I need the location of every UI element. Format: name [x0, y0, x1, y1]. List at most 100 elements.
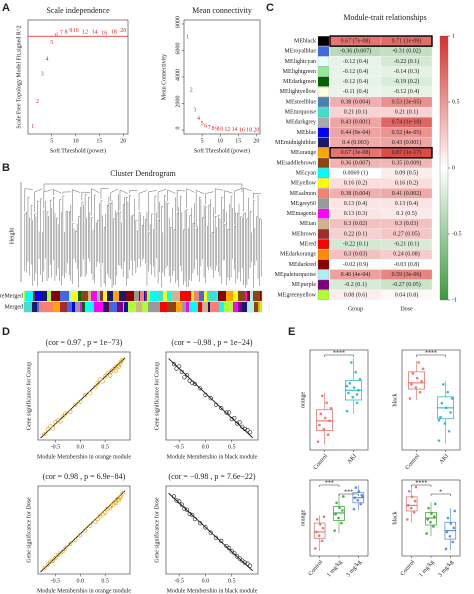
- cell-label: -0.12 (0.4): [394, 88, 420, 95]
- point: [413, 499, 417, 503]
- point: [316, 440, 320, 443]
- point: [187, 378, 192, 383]
- cell-label: -0.02 (0.9): [343, 261, 369, 268]
- color-track-segment: [150, 291, 157, 301]
- module-swatch: [317, 178, 330, 189]
- color-track-segment: [80, 302, 82, 312]
- x-tick-label: Control: [313, 453, 330, 471]
- point: [93, 385, 98, 390]
- cell-label: 0.36 (0.007): [341, 159, 371, 166]
- point: [354, 486, 358, 489]
- module-swatch: [317, 86, 330, 97]
- point: [444, 406, 448, 410]
- color-track-segment: [207, 291, 216, 301]
- color-track-segment: [186, 302, 189, 312]
- colorbar-tick-label: -1: [452, 297, 457, 303]
- point: [98, 377, 103, 382]
- chart-title: (cor = 0.98 , p = 6.9e−84): [43, 472, 126, 481]
- point: [120, 491, 125, 496]
- point: [240, 424, 245, 429]
- point: [73, 537, 78, 543]
- point: [242, 426, 247, 432]
- point: [213, 402, 219, 407]
- point: [219, 406, 224, 411]
- point: [345, 384, 349, 388]
- point: [410, 383, 413, 386]
- y-axis-label: orange: [300, 392, 306, 409]
- point: [321, 526, 325, 530]
- module-swatch: [317, 76, 330, 87]
- x-axis-label: Module Membershio in black module: [167, 588, 258, 594]
- row-label: MEorange: [291, 150, 317, 156]
- point: [108, 373, 113, 378]
- y-axis-label: Gene significance for Group: [25, 362, 32, 430]
- y-axis-label: Mean Connectivity: [161, 54, 167, 100]
- point: [100, 379, 105, 384]
- point: [447, 429, 451, 433]
- point: [63, 411, 68, 416]
- cell-label: 0.24 (0.08): [393, 251, 420, 258]
- color-track-segment: [233, 291, 236, 301]
- box: [425, 512, 437, 526]
- point-label: 10: [217, 127, 223, 133]
- point: [420, 379, 423, 383]
- cell-label: -0.21 (0.1): [394, 241, 420, 248]
- plot-frame: [401, 349, 461, 451]
- point: [449, 411, 452, 414]
- x-tick-label: 0.5: [228, 444, 236, 450]
- color-track-segment: [126, 291, 134, 301]
- point: [177, 499, 182, 504]
- point: [345, 409, 349, 413]
- color-track-segment: [226, 291, 233, 301]
- point-label: 5: [50, 40, 53, 46]
- point: [50, 426, 56, 431]
- cell-label: 0.27 (0.05): [393, 230, 420, 237]
- cell-label: 0.13 (0.4): [395, 200, 419, 207]
- color-track-segment: [128, 302, 136, 312]
- chart-title: Scale independence: [46, 6, 110, 15]
- chart-title: (cor = 0.97 , p = 1e−73): [46, 338, 123, 347]
- color-track-segment: [194, 291, 199, 301]
- cell-label: -0.11 (0.4): [343, 88, 368, 95]
- cell-label: 0.46 (4e-04): [341, 271, 371, 278]
- point-label: 14: [92, 29, 98, 35]
- plot-frame: [165, 485, 259, 575]
- point: [63, 546, 68, 551]
- heatmap-cell: [380, 289, 433, 301]
- cell-label: 0.35 (0.009): [392, 159, 422, 166]
- point: [190, 512, 195, 518]
- color-track-segment: [208, 302, 210, 312]
- point: [359, 502, 363, 506]
- y-axis-label: Gene significance for Dose: [153, 497, 160, 563]
- cell-label: 0.67 (7e-08): [341, 37, 371, 44]
- panel-label: E: [288, 326, 295, 338]
- cell-label: 0.43 (0.001): [392, 139, 422, 146]
- cell-label: 0.16 (0.2): [344, 180, 368, 187]
- y-axis-label: Gene significance for Group: [153, 362, 160, 430]
- cell-label: 0.3 (0.02): [344, 220, 368, 227]
- plot-frame: [165, 351, 259, 441]
- color-track-segment: [113, 291, 119, 301]
- x-tick-label: 15: [235, 138, 241, 144]
- cell-label: -0.2 (0.1): [344, 281, 367, 288]
- color-track-segment: [158, 302, 160, 312]
- point: [179, 369, 184, 374]
- x-tick-label: 10: [73, 138, 79, 144]
- point: [318, 523, 322, 526]
- y-axis-label: Gene significance for Dose: [25, 497, 32, 563]
- row-label: MEsteelblue: [286, 99, 317, 105]
- point: [192, 517, 198, 522]
- point: [229, 417, 234, 422]
- point: [325, 401, 328, 405]
- color-track-segment: [258, 302, 260, 312]
- track-label: preMerged: [0, 293, 23, 299]
- row-label: MEdarkorange: [280, 252, 316, 258]
- point-label: 1: [186, 35, 189, 41]
- colorbar-tick-label: -0.5: [452, 231, 462, 237]
- significance-bracket: [338, 493, 359, 496]
- point-label: 7: [60, 30, 63, 36]
- point: [117, 495, 123, 500]
- point-label: 8: [211, 126, 214, 132]
- x-tick-label: Control: [400, 559, 417, 577]
- point: [203, 525, 208, 530]
